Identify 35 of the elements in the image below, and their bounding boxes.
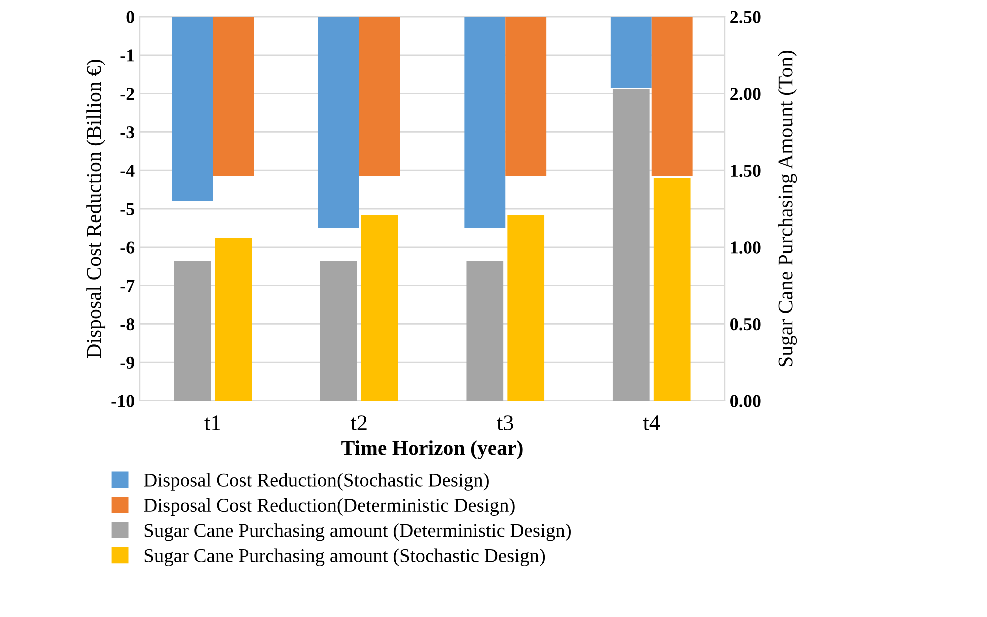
bar bbox=[654, 178, 691, 401]
y-tick-label: -3 bbox=[120, 126, 135, 139]
x-tick-label: t2 bbox=[350, 416, 367, 431]
y2-tick-label: 2.00 bbox=[730, 88, 761, 100]
y-tick-label: -5 bbox=[120, 203, 134, 216]
legend-label: Sugar Cane Purchasing amount (Stochastic Design) bbox=[144, 548, 546, 566]
bar bbox=[320, 261, 358, 401]
y2-tick-label: 2.50 bbox=[730, 11, 761, 24]
y2-tick-label: 0.50 bbox=[730, 318, 761, 331]
y2-axis-title: Sugar Cane Purchasing Amount (Ton) bbox=[778, 50, 798, 367]
x-tick-label: t3 bbox=[497, 416, 514, 431]
legend-label: Disposal Cost Reduction(Deterministic Design) bbox=[144, 498, 515, 516]
bar bbox=[361, 215, 398, 401]
x-tick-label: t4 bbox=[643, 416, 660, 431]
x-tick-label: t1 bbox=[204, 416, 220, 431]
y2-tick-label: 1.00 bbox=[731, 242, 761, 254]
y2-tick-label: 1.50 bbox=[731, 164, 761, 178]
legend-label: Sugar Cane Purchasing amount (Deterministic Design) bbox=[144, 524, 571, 542]
bar bbox=[174, 261, 212, 401]
y-axis-title: Disposal Cost Reduction (Billion €) bbox=[86, 60, 106, 358]
y-tick-label: -2 bbox=[120, 88, 134, 100]
y2-tick-label: 0.00 bbox=[730, 395, 761, 408]
y-tick-label: -9 bbox=[120, 356, 134, 370]
legend-label: Disposal Cost Reduction(Stochastic Design) bbox=[144, 473, 489, 491]
y-tick-label: -6 bbox=[120, 242, 135, 254]
x-axis-title: Time Horizon (year) bbox=[342, 440, 523, 460]
bar bbox=[508, 215, 545, 401]
y-tick-label: -7 bbox=[120, 280, 135, 292]
y-tick-label: -8 bbox=[120, 318, 135, 331]
y-tick-label: 0 bbox=[126, 11, 134, 24]
y-tick-label: -1 bbox=[120, 50, 134, 62]
bar bbox=[466, 261, 504, 401]
y-tick-label: -4 bbox=[120, 164, 135, 177]
bar bbox=[215, 238, 252, 401]
y-tick-label: -10 bbox=[112, 395, 134, 408]
